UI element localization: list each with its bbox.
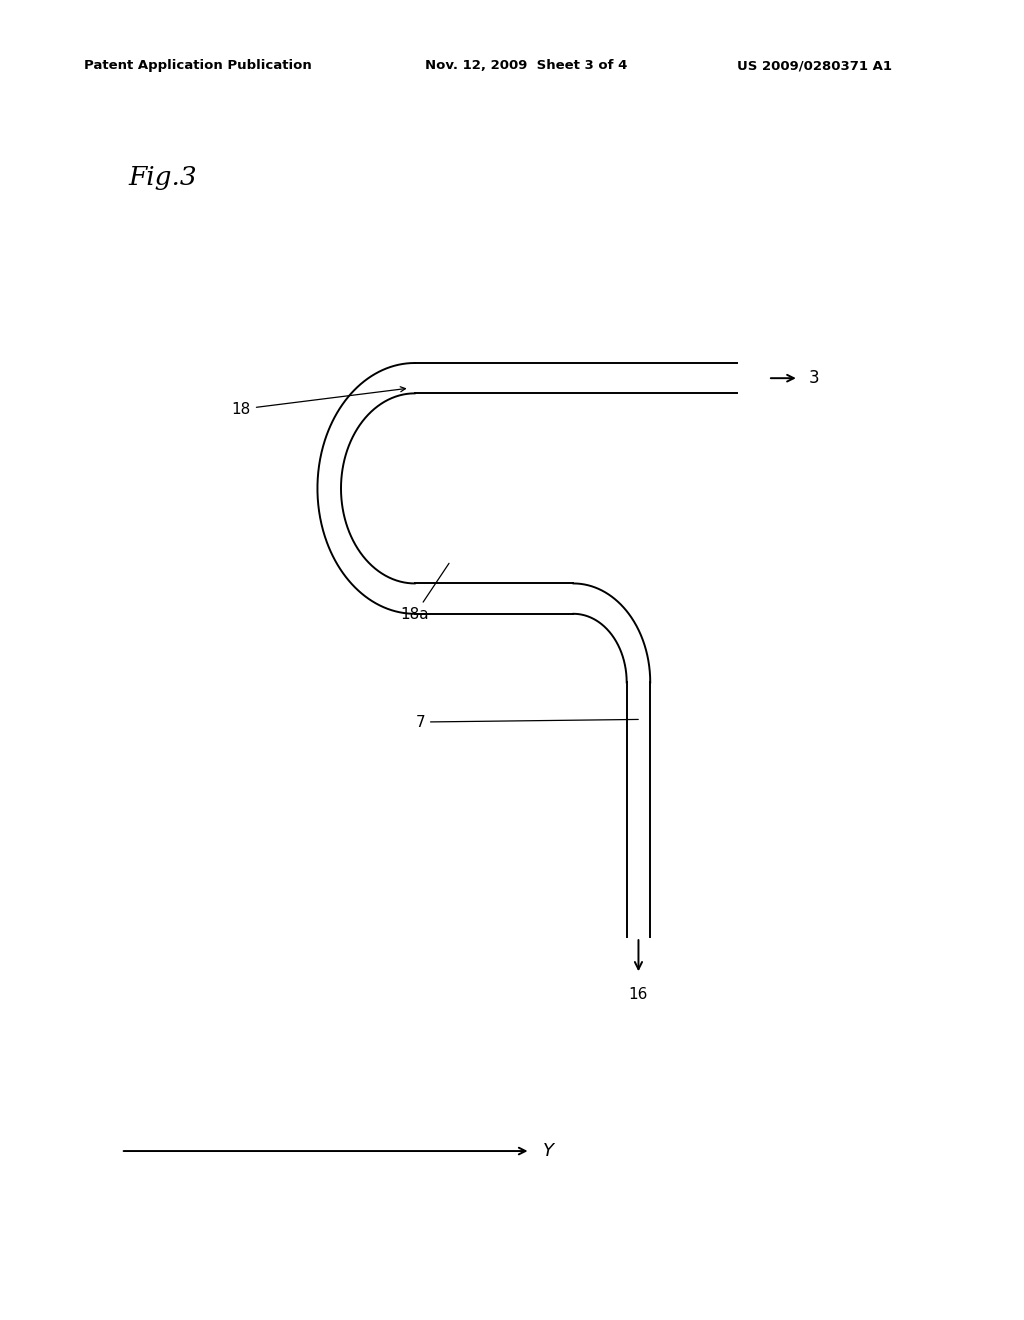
- Text: Nov. 12, 2009  Sheet 3 of 4: Nov. 12, 2009 Sheet 3 of 4: [425, 59, 628, 73]
- Text: 18: 18: [231, 387, 406, 417]
- Text: 18a: 18a: [400, 564, 449, 622]
- Text: Fig.3: Fig.3: [128, 165, 197, 190]
- Text: 3: 3: [809, 370, 819, 387]
- Text: Patent Application Publication: Patent Application Publication: [84, 59, 311, 73]
- Text: US 2009/0280371 A1: US 2009/0280371 A1: [737, 59, 892, 73]
- Text: 16: 16: [629, 987, 648, 1002]
- Text: Y: Y: [543, 1142, 554, 1160]
- Text: 7: 7: [416, 714, 638, 730]
